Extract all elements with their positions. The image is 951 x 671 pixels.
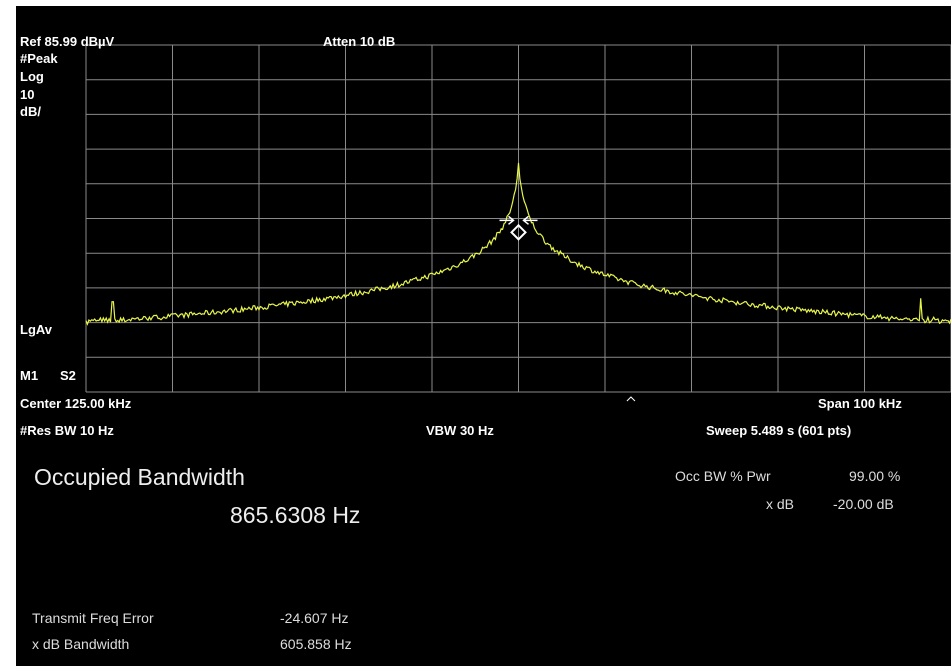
attenuation: Atten 10 dB bbox=[323, 34, 396, 49]
video-bandwidth: VBW 30 Hz bbox=[426, 423, 494, 438]
measurement-title: Occupied Bandwidth bbox=[34, 464, 245, 490]
center-frequency: Center 125.00 kHz bbox=[20, 396, 132, 411]
spectrum-plot bbox=[85, 44, 951, 402]
occ-bw-pwr-label: Occ BW % Pwr bbox=[675, 468, 771, 484]
ref-level: Ref 85.99 dBµV bbox=[20, 34, 115, 49]
x-db-label: x dB bbox=[766, 496, 795, 512]
resolution-bandwidth: #Res BW 10 Hz bbox=[20, 423, 114, 438]
right-bw-arrow bbox=[522, 215, 538, 225]
caret-icon bbox=[626, 396, 636, 402]
average-type-label: LgAv bbox=[20, 322, 53, 337]
graticule bbox=[85, 44, 951, 393]
occupied-bw-value: 865.6308 Hz bbox=[230, 502, 361, 528]
analyzer-screen: Ref 85.99 dBµV Atten 10 dB #Peak Log 10 … bbox=[16, 6, 951, 666]
scale-type-label: Log bbox=[20, 69, 44, 84]
occupied-bw-markers bbox=[499, 215, 636, 402]
spectrum-trace bbox=[85, 162, 951, 326]
scale-unit-label: dB/ bbox=[20, 104, 41, 119]
occ-bw-pwr-value: 99.00 % bbox=[849, 468, 901, 484]
detector-label: #Peak bbox=[20, 51, 58, 66]
marker-diamond bbox=[510, 223, 527, 241]
x-db-value: -20.00 dB bbox=[833, 496, 894, 512]
freq-error-value: -24.607 Hz bbox=[280, 610, 349, 626]
xdb-bw-value: 605.858 Hz bbox=[280, 636, 352, 652]
sweep-time: Sweep 5.489 s (601 pts) bbox=[706, 423, 852, 438]
marker-2-label: S2 bbox=[60, 368, 76, 383]
xdb-bw-label: x dB Bandwidth bbox=[32, 636, 130, 652]
left-bw-arrow bbox=[499, 215, 515, 225]
marker-1-label: M1 bbox=[20, 368, 39, 383]
freq-error-label: Transmit Freq Error bbox=[32, 610, 154, 626]
scale-value-label: 10 bbox=[20, 87, 35, 102]
span: Span 100 kHz bbox=[818, 396, 902, 411]
